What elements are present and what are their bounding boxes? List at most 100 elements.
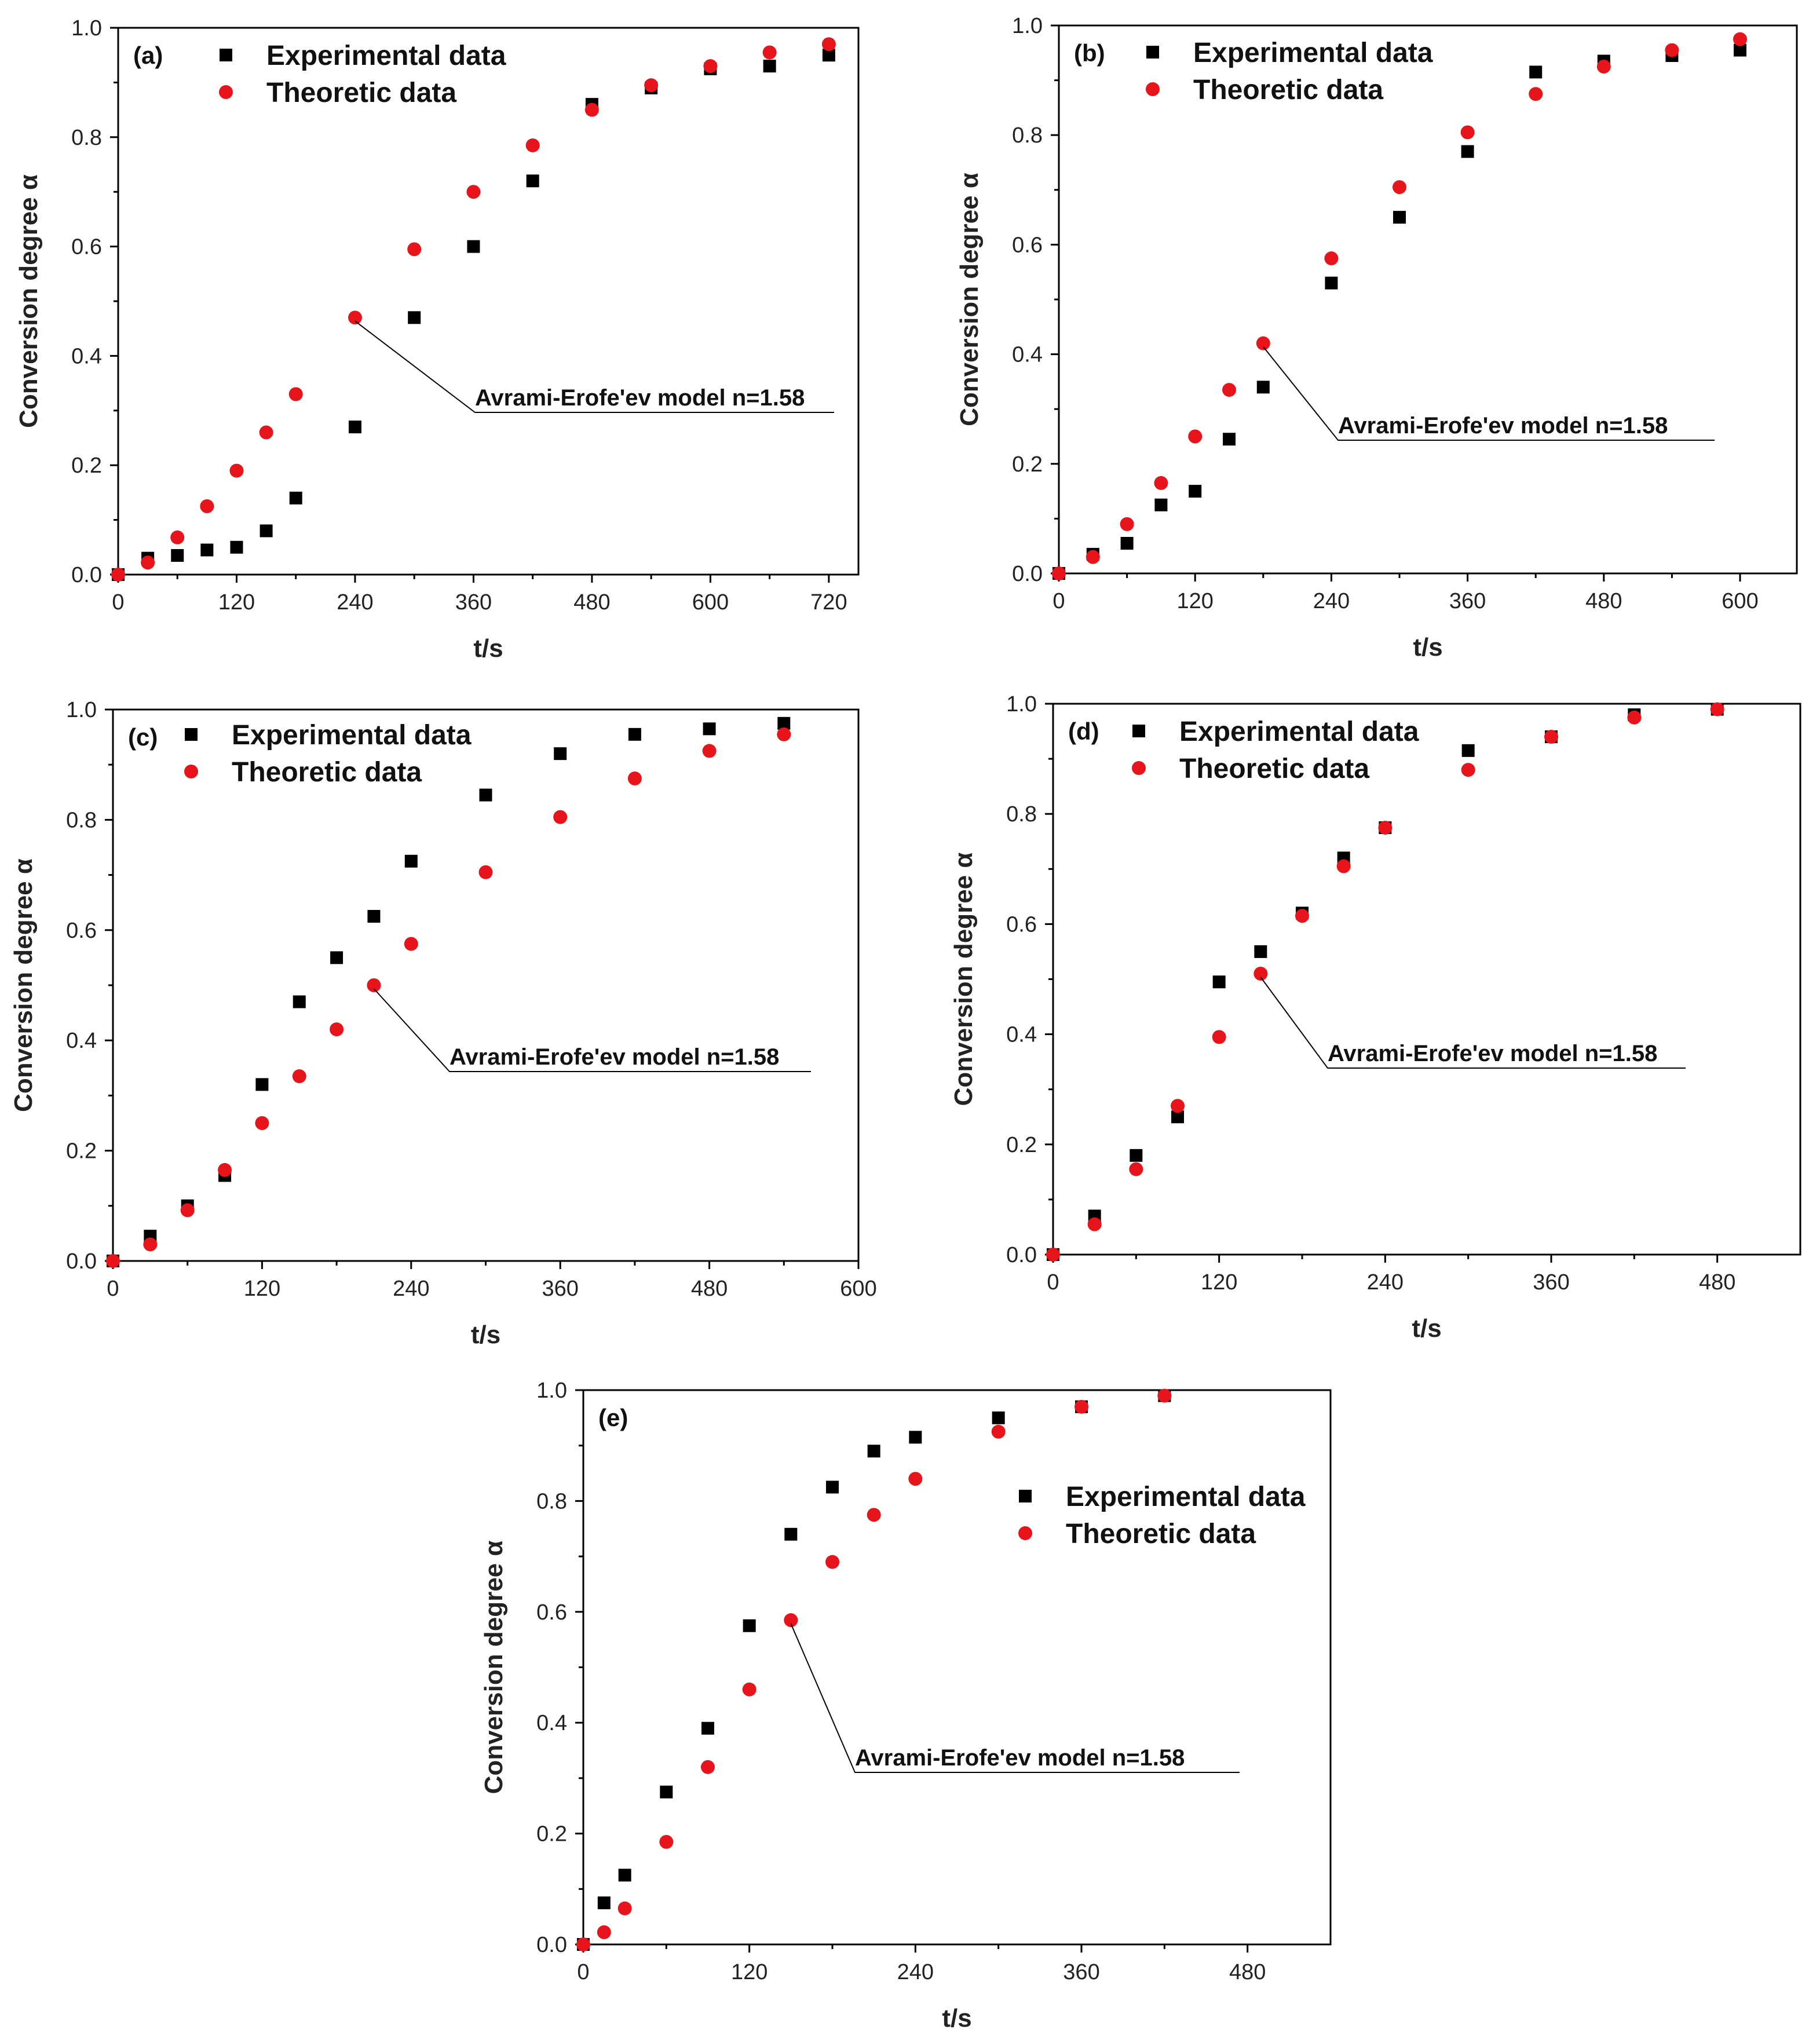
experimental-point bbox=[701, 1721, 714, 1735]
theoretic-point bbox=[259, 425, 273, 440]
legend-label: Theoretic data bbox=[1066, 1519, 1256, 1549]
x-tick-label: 0 bbox=[1047, 1270, 1059, 1295]
theoretic-point bbox=[1324, 251, 1339, 266]
theoretic-point bbox=[597, 1925, 611, 1939]
theoretic-point bbox=[255, 1116, 269, 1130]
y-tick-label: 0.4 bbox=[1006, 1023, 1037, 1047]
x-axis-title: t/s bbox=[473, 634, 503, 663]
theoretic-point bbox=[784, 1613, 798, 1628]
experimental-point bbox=[230, 540, 243, 554]
theoretic-point bbox=[1256, 336, 1270, 350]
experimental-point bbox=[597, 1896, 611, 1910]
theoretic-point bbox=[1627, 710, 1642, 725]
experimental-point bbox=[1154, 498, 1168, 511]
chart-panel-c: 0 120 240 360 480 600 0.0 0.2 0.4 0.6 0.8 1.0 t/s Con… bbox=[9, 698, 877, 1349]
theoretic-point bbox=[1154, 476, 1168, 490]
experimental-point bbox=[367, 910, 381, 923]
theoretic-point bbox=[1461, 763, 1475, 777]
theoretic-point bbox=[348, 310, 362, 325]
experimental-point bbox=[526, 174, 539, 188]
x-tick-label: 0 bbox=[107, 1277, 119, 1301]
legend-marker-theoretic bbox=[1018, 1526, 1032, 1540]
theoretic-point bbox=[1120, 517, 1134, 531]
theoretic-point bbox=[106, 1254, 120, 1268]
theoretic-point bbox=[576, 1937, 590, 1951]
experimental-point bbox=[743, 1619, 756, 1632]
theoretic-point bbox=[367, 978, 381, 992]
y-tick-label: 0.4 bbox=[71, 344, 102, 368]
experimental-point bbox=[822, 49, 835, 62]
y-tick-label: 1.0 bbox=[1006, 692, 1037, 716]
theoretic-point bbox=[1212, 1030, 1226, 1044]
plot-frame bbox=[1058, 24, 1798, 575]
theoretic-point bbox=[1129, 1162, 1143, 1176]
plot-frame bbox=[1052, 703, 1801, 1256]
theoretic-point bbox=[111, 568, 125, 582]
chart-panel-e: 0 120 240 360 480 0.0 0.2 0.4 0.6 0.8 1.0 t/s Conver… bbox=[480, 1379, 1332, 2032]
theoretic-point bbox=[1171, 1099, 1185, 1113]
theoretic-point bbox=[330, 1022, 344, 1037]
annotation-label: Avrami-Erofe'ev model n=1.58 bbox=[449, 1044, 779, 1070]
x-tick-label: 120 bbox=[731, 1960, 768, 1984]
theoretic-point bbox=[1733, 32, 1747, 46]
y-tick-label: 0.4 bbox=[66, 1029, 97, 1053]
theoretic-point bbox=[288, 387, 303, 401]
legend-label: Theoretic data bbox=[232, 757, 422, 788]
legend-marker-experimental bbox=[1132, 725, 1145, 737]
theoretic-point bbox=[143, 1237, 158, 1252]
experimental-point bbox=[1461, 744, 1475, 757]
experimental-point bbox=[628, 727, 641, 741]
theoretic-point bbox=[762, 45, 777, 60]
legend-marker-experimental bbox=[185, 728, 198, 741]
experimental-point bbox=[293, 995, 306, 1008]
theoretic-point bbox=[1336, 859, 1351, 873]
panel-label: (e) bbox=[598, 1404, 628, 1431]
y-axis-title: Conversion degree α bbox=[9, 858, 38, 1112]
y-tick-label: 0.2 bbox=[1012, 452, 1043, 477]
y-axis-title: Conversion degree α bbox=[480, 1541, 508, 1794]
experimental-point bbox=[260, 524, 273, 538]
y-tick-label: 0.8 bbox=[1012, 123, 1043, 148]
plot-frame bbox=[117, 27, 860, 576]
y-tick-label: 0.6 bbox=[1006, 912, 1037, 937]
experimental-point bbox=[330, 951, 343, 964]
chart-panel-a: 0 120 240 360 480 600 720 0.0 0.2 0.4 0.6 0.8 1.0 t/s… bbox=[14, 16, 860, 663]
annotation-label: Avrami-Erofe'ev model n=1.58 bbox=[475, 385, 805, 411]
experimental-point bbox=[1120, 536, 1134, 550]
theoretic-point bbox=[1710, 702, 1724, 716]
experimental-point bbox=[1189, 485, 1202, 498]
theoretic-point bbox=[659, 1834, 674, 1849]
theoretic-point bbox=[644, 78, 659, 93]
y-tick-label: 0.8 bbox=[1006, 802, 1037, 827]
x-tick-label: 120 bbox=[1176, 589, 1213, 613]
y-tick-label: 0.0 bbox=[536, 1933, 567, 1957]
experimental-point bbox=[255, 1078, 269, 1091]
theoretic-point bbox=[584, 103, 599, 117]
x-tick-label: 480 bbox=[1229, 1960, 1266, 1984]
experimental-point bbox=[348, 421, 361, 434]
theoretic-point bbox=[702, 744, 717, 758]
theoretic-point bbox=[553, 810, 568, 824]
x-axis-title: t/s bbox=[471, 1321, 500, 1349]
experimental-point bbox=[404, 854, 418, 868]
experimental-point bbox=[1393, 211, 1406, 224]
y-tick-label: 1.0 bbox=[1012, 14, 1043, 38]
x-tick-label: 0 bbox=[112, 590, 124, 615]
experimental-point bbox=[909, 1431, 922, 1444]
experimental-point bbox=[763, 60, 776, 73]
experimental-point bbox=[289, 491, 302, 504]
legend-label: Experimental data bbox=[1066, 1482, 1306, 1512]
y-tick-label: 0.8 bbox=[66, 808, 97, 832]
y-tick-label: 0.8 bbox=[536, 1489, 567, 1513]
theoretic-point bbox=[1253, 966, 1268, 981]
annotation-leader-line bbox=[355, 320, 834, 413]
x-tick-label: 240 bbox=[393, 1277, 429, 1301]
y-tick-label: 1.0 bbox=[71, 16, 102, 41]
experimental-point bbox=[1212, 975, 1226, 989]
experimental-point bbox=[554, 747, 567, 761]
legend-marker-experimental bbox=[220, 49, 232, 61]
panel-label: (d) bbox=[1068, 718, 1099, 745]
experimental-point bbox=[867, 1445, 880, 1458]
theoretic-point bbox=[825, 1555, 839, 1569]
legend-marker-theoretic bbox=[1146, 82, 1160, 96]
